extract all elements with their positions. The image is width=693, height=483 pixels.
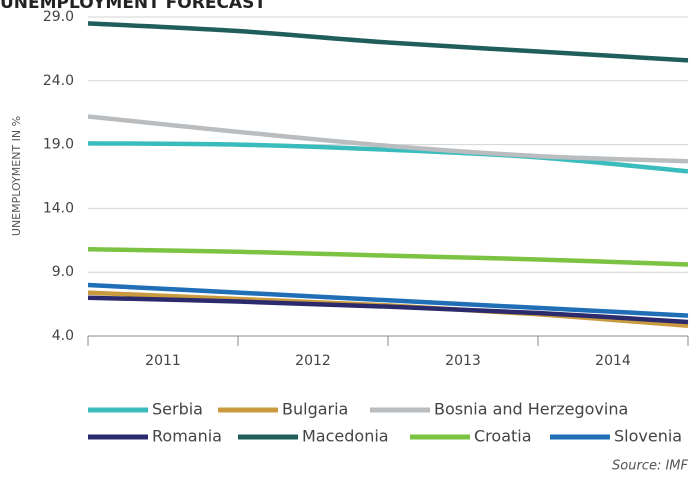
series-line xyxy=(87,295,689,325)
series-line xyxy=(87,246,689,267)
legend-label: Slovenia xyxy=(614,427,682,446)
series-line xyxy=(87,114,689,164)
x-tick-label: 2014 xyxy=(595,353,631,369)
legend-label: Croatia xyxy=(474,427,532,446)
y-tick-label: 24.0 xyxy=(43,73,74,89)
series-line xyxy=(87,282,689,318)
source: Source: IMF xyxy=(612,459,688,474)
x-tick-label: 2011 xyxy=(145,353,181,369)
y-axis-label: UNEMPLOYMENT IN % xyxy=(10,116,23,236)
y-tick-label: 4.0 xyxy=(52,328,74,344)
y-tick-label: 19.0 xyxy=(43,137,74,153)
y-tick-label: 14.0 xyxy=(43,200,74,216)
chart-title: UNEMPLOYMENT FORECAST xyxy=(0,0,266,13)
legend-label: Romania xyxy=(152,427,222,446)
legend-label: Macedonia xyxy=(302,427,389,446)
legend-label: Serbia xyxy=(152,400,203,419)
legend-label: Bulgaria xyxy=(282,400,348,419)
series-line xyxy=(87,21,689,63)
series-line xyxy=(87,141,689,174)
y-tick-label: 29.0 xyxy=(43,9,74,25)
legend-label: Bosnia and Herzegovina xyxy=(434,400,628,419)
x-tick-label: 2012 xyxy=(295,353,331,369)
y-tick-label: 9.0 xyxy=(52,264,74,280)
x-tick-label: 2013 xyxy=(445,353,481,369)
